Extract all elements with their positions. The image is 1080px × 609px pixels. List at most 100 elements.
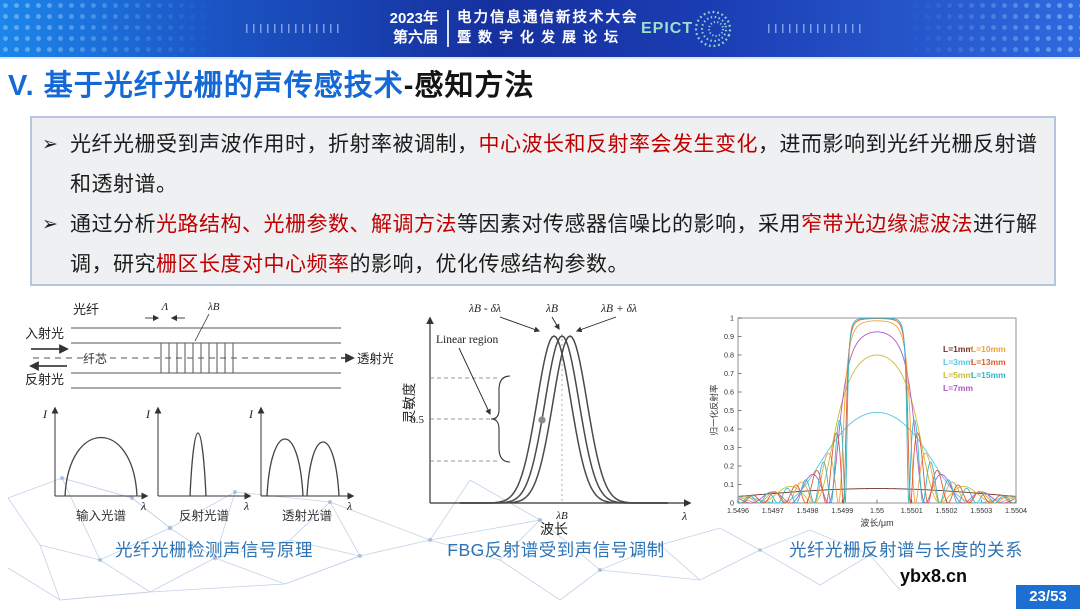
annotation-lambda-center: λB	[545, 303, 558, 315]
intensity-axis-label: I	[145, 407, 151, 421]
text-segment: ，进而影响到光纤光栅反射谱和透射谱。	[70, 133, 1038, 196]
text-segment: 光纤光栅受到声波作用时，折射率被调制，	[70, 133, 479, 156]
conference-header: 2023年 第六届 电力信息通信新技术大会 暨数字化发展论坛 EPICT	[0, 0, 1080, 59]
bullet-item: ➢ 光纤光栅受到声波作用时，折射率被调制，中心波长和反射率会发生变化，进而影响到…	[42, 125, 1042, 205]
y-tick-label: 0.9	[724, 332, 734, 341]
transmitted-light-label: 透射光	[357, 351, 393, 366]
x-center-tick-label: λB	[555, 510, 568, 522]
wavelength-axis-label: λ	[243, 499, 249, 513]
x-tick-label: 1.5504	[1005, 506, 1027, 515]
reflected-spectrum-curve	[189, 432, 207, 497]
text-segment-red: 窄带光边缘滤波法	[801, 213, 973, 236]
figure-fbg-modulation: λB - δλ λB λB + δλ Linear region 0.5 灵敏度…	[402, 298, 697, 541]
y-tick-label: 0.3	[724, 443, 734, 452]
reflected-light-label: 反射光	[25, 372, 64, 387]
figure3-caption: 光纤光栅反射谱与长度的关系	[789, 540, 1023, 560]
y-tick-label: 0.8	[724, 351, 734, 360]
figure2-caption: FBG反射谱受到声信号调制	[447, 540, 665, 560]
dashed-guides	[430, 377, 499, 462]
x-tick-label: 1.5496	[727, 506, 749, 515]
legend-entry: L=15mm	[971, 370, 1006, 380]
bullet-arrow-icon: ➢	[42, 214, 58, 235]
y-tick-label: 0.1	[724, 480, 734, 489]
figure-fbg-principle: Λ λB 光纤 入射光 反射光 纤芯 透射光 I λ 输入光谱	[23, 296, 395, 541]
transmitted-spectrum-curve	[266, 438, 340, 497]
y-tick-label: 0.5	[724, 406, 734, 415]
bullet-item: ➢ 通过分析光路结构、光栅参数、解调方法等因素对传感器信噪比的影响，采用窄带光边…	[42, 205, 1042, 285]
x-tick-label: 1.5501	[901, 506, 923, 515]
y-tick-label: 0.2	[724, 462, 734, 471]
figure1-caption: 光纤光栅检测声信号原理	[115, 540, 313, 560]
legend-entry: L=3mm	[943, 357, 973, 367]
y-tick-label: 0.7	[724, 369, 734, 378]
input-spectrum-curve	[64, 437, 138, 497]
x-tick-label: 1.5503	[970, 506, 992, 515]
y-axis-title: 灵敏度	[402, 383, 417, 424]
x-axis-symbol: λ	[681, 509, 687, 523]
bullet-arrow-icon: ➢	[42, 134, 58, 155]
plot-content: 1.5496 1.5497 1.5498 1.5499 1.55 1.5501 1.5502…	[724, 314, 1027, 516]
reflectivity-curve	[737, 317, 1017, 504]
bullet-text: 通过分析光路结构、光栅参数、解调方法等因素对传感器信噪比的影响，采用窄带光边缘滤…	[70, 205, 1042, 285]
x-axis-title: 波长/μm	[860, 517, 893, 528]
page-title: V. 基于光纤光栅的声传感技术-感知方法	[8, 62, 534, 104]
epict-logo-text: EPICT	[641, 20, 694, 37]
legend-entry: L=10mm	[971, 344, 1006, 354]
reflectivity-curve	[737, 354, 1017, 504]
grating-period-label: Λ	[161, 301, 169, 313]
x-tick-label: 1.5498	[797, 506, 819, 515]
x-tick-label: 1.5499	[831, 506, 853, 515]
spectrum-label: 反射光谱	[179, 508, 229, 523]
y-tick-label: 1	[730, 314, 734, 323]
half-sensitivity-label: 0.5	[410, 414, 424, 426]
intensity-axis-label: I	[42, 407, 48, 421]
edition-line: 第六届	[392, 29, 438, 46]
content-box: ➢ 光纤光栅受到声波作用时，折射率被调制，中心波长和反射率会发生变化，进而影响到…	[30, 116, 1056, 286]
text-segment-red: 栅区长度对中心频率	[156, 253, 350, 276]
text-segment-red: 光路结构、光栅参数、解调方法	[156, 213, 457, 236]
conference-title-line1: 电力信息通信新技术大会	[457, 10, 639, 26]
figure-reflectivity-vs-length: 1.5496 1.5497 1.5498 1.5499 1.55 1.5501 1.5502…	[705, 300, 1060, 537]
reflectivity-curve	[737, 320, 1017, 504]
spectrum-label: 透射光谱	[282, 508, 332, 523]
legend-entry: L=7mm	[943, 383, 973, 393]
reflection-spectra-curves	[460, 335, 668, 504]
plot-box	[737, 317, 1017, 504]
text-segment: 的影响，优化传感结构参数。	[349, 253, 629, 276]
y-tick-label: 0	[730, 499, 734, 508]
legend-entry: L=13mm	[971, 357, 1006, 367]
text-segment: 等因素对传感器信噪比的影响，采用	[457, 213, 801, 236]
mini-spectra: I λ 输入光谱 I λ 反射光谱 I λ 透射光谱	[42, 406, 355, 523]
header-divider	[447, 10, 449, 47]
incident-light-label: 入射光	[25, 326, 64, 341]
y-axis-title: 归一化反射率	[709, 384, 719, 436]
wavelength-axis-label: λ	[346, 499, 352, 513]
text-segment: 进行解调，研究	[70, 213, 1038, 276]
annotation-lambda-minus: λB - δλ	[468, 303, 501, 315]
linear-region-brace	[490, 375, 511, 463]
linear-region-label: Linear region	[436, 334, 499, 346]
fiber-core-label: 纤芯	[83, 352, 107, 366]
annotation-arrows	[458, 316, 617, 416]
intensity-axis-label: I	[248, 407, 254, 421]
reflectivity-curve	[737, 331, 1017, 504]
grating-region	[160, 343, 234, 373]
epict-logo: EPICT	[641, 7, 735, 51]
tick-decoration	[768, 24, 864, 33]
x-tick-label: 1.5502	[936, 506, 958, 515]
spectrum-label: 输入光谱	[76, 508, 126, 523]
y-tick-label: 0.6	[724, 388, 734, 397]
y-tick-label: 0.4	[724, 425, 734, 434]
operating-point-dot	[538, 416, 546, 424]
x-axis-title: 波长	[540, 521, 568, 536]
wavelength-axis-label: λ	[140, 499, 146, 513]
dot-pattern-decoration	[845, 0, 1080, 57]
conference-year: 2023年 第六届	[368, 9, 438, 47]
bullet-text: 光纤光栅受到声波作用时，折射率被调制，中心波长和反射率会发生变化，进而影响到光纤…	[70, 125, 1042, 205]
page-number-badge: 23/53	[1016, 585, 1080, 609]
dot-pattern-decoration	[0, 0, 235, 57]
text-segment-red: 中心波长和反射率会发生变化	[478, 133, 758, 156]
watermark: ybx8.cn	[900, 566, 968, 586]
fiber-label: 光纤	[73, 302, 99, 317]
bragg-wavelength-label: λB	[207, 301, 220, 313]
